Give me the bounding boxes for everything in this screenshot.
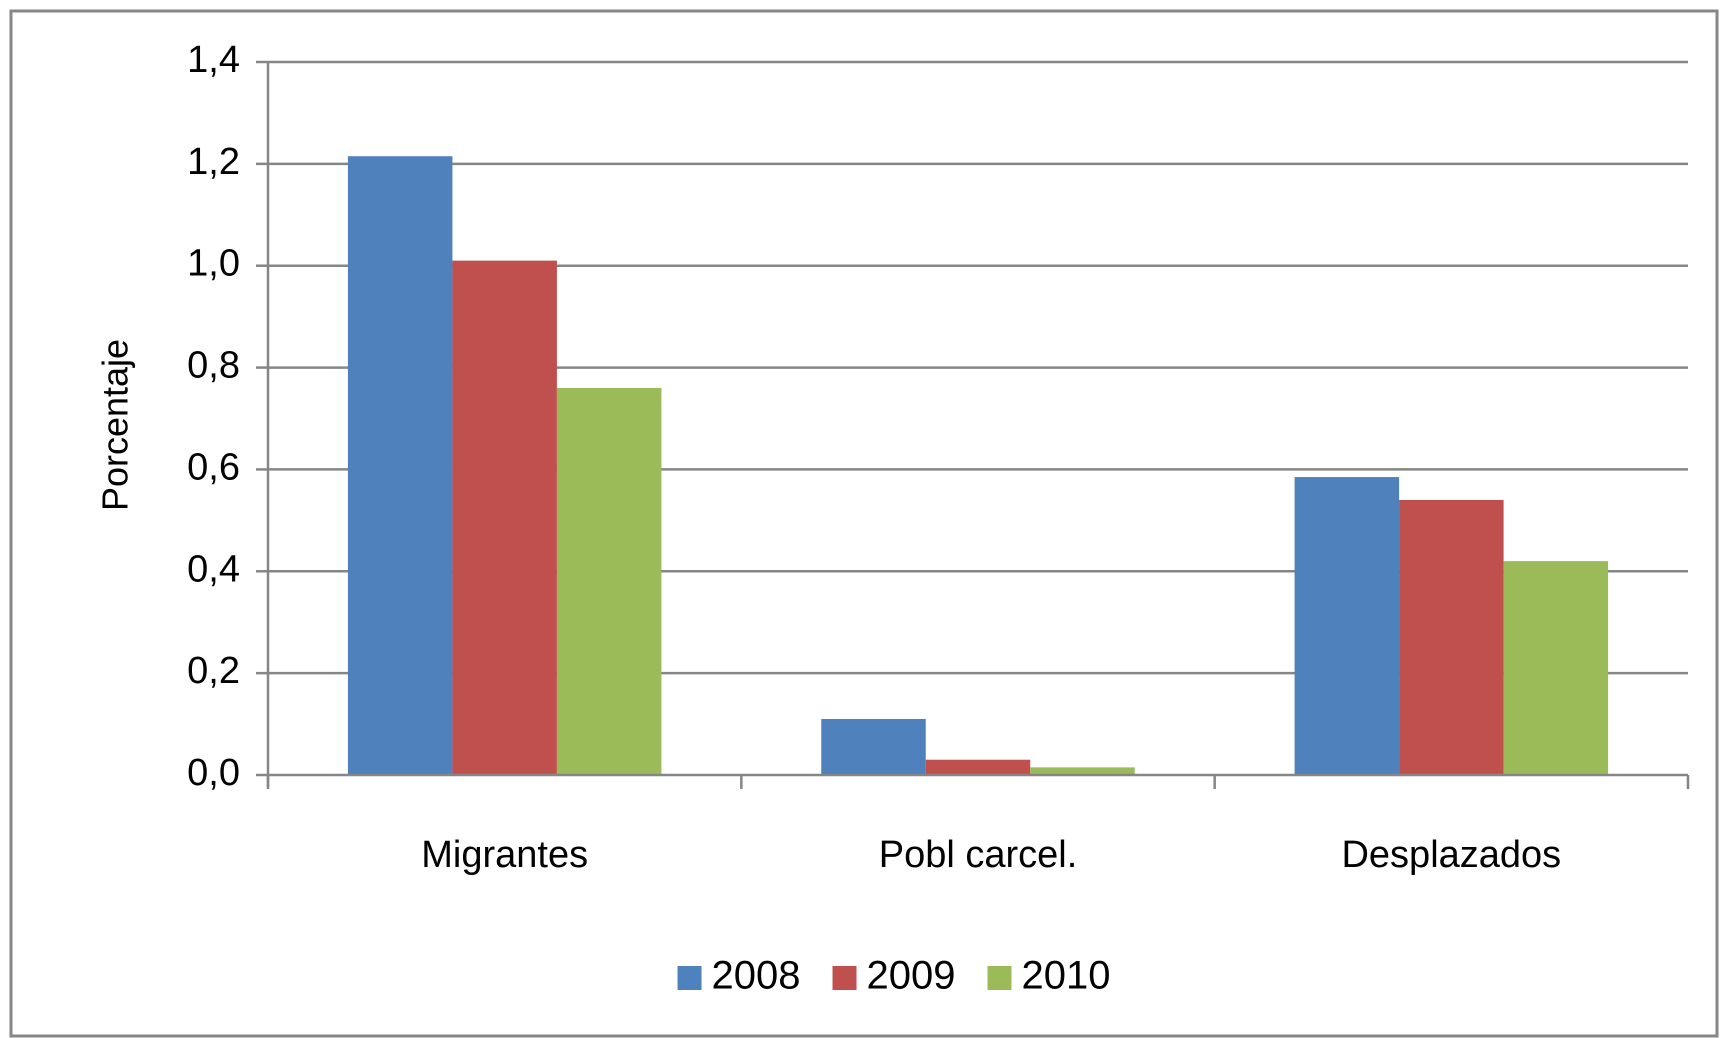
bar-2010 bbox=[1030, 767, 1135, 775]
y-tick-label: 1,4 bbox=[187, 39, 240, 81]
legend-label-2008: 2008 bbox=[712, 954, 801, 998]
bar-2009 bbox=[452, 260, 557, 775]
bar-2008 bbox=[347, 156, 453, 776]
legend-label-2009: 2009 bbox=[867, 954, 956, 998]
legend-swatch-2009 bbox=[832, 966, 857, 990]
x-category-label: Desplazados bbox=[1341, 834, 1561, 876]
y-tick-label: 1,2 bbox=[187, 141, 240, 183]
x-category-label: Migrantes bbox=[421, 834, 588, 876]
x-category-label: Pobl carcel. bbox=[879, 834, 1078, 876]
y-tick-labels: 0,0 0,2 0,4 0,6 0,8 1,0 1,2 1,4 bbox=[187, 39, 240, 794]
y-tick-label: 0,0 bbox=[187, 752, 240, 794]
y-tick-label: 0,2 bbox=[187, 650, 240, 692]
bars bbox=[347, 156, 1609, 776]
y-tick-label: 1,0 bbox=[187, 243, 240, 285]
y-tick-label: 0,6 bbox=[187, 446, 240, 488]
bar-2009 bbox=[925, 759, 1031, 775]
y-tick-label: 0,8 bbox=[187, 345, 240, 387]
bar-2010 bbox=[1503, 561, 1609, 775]
y-tick-label: 0,4 bbox=[187, 548, 240, 590]
bar-2010 bbox=[556, 387, 662, 775]
bar-2008 bbox=[1294, 477, 1400, 775]
axes bbox=[256, 60, 1690, 789]
legend: 2008 2009 2010 bbox=[677, 954, 1110, 998]
legend-swatch-2008 bbox=[677, 966, 702, 990]
x-category-labels: Migrantes Pobl carcel. Desplazados bbox=[421, 834, 1561, 876]
bar-2009 bbox=[1399, 499, 1504, 775]
legend-label-2010: 2010 bbox=[1021, 954, 1110, 998]
legend-swatch-2010 bbox=[987, 966, 1012, 990]
bar-2008 bbox=[821, 718, 926, 775]
y-axis-title: Porcentaje bbox=[95, 339, 136, 511]
